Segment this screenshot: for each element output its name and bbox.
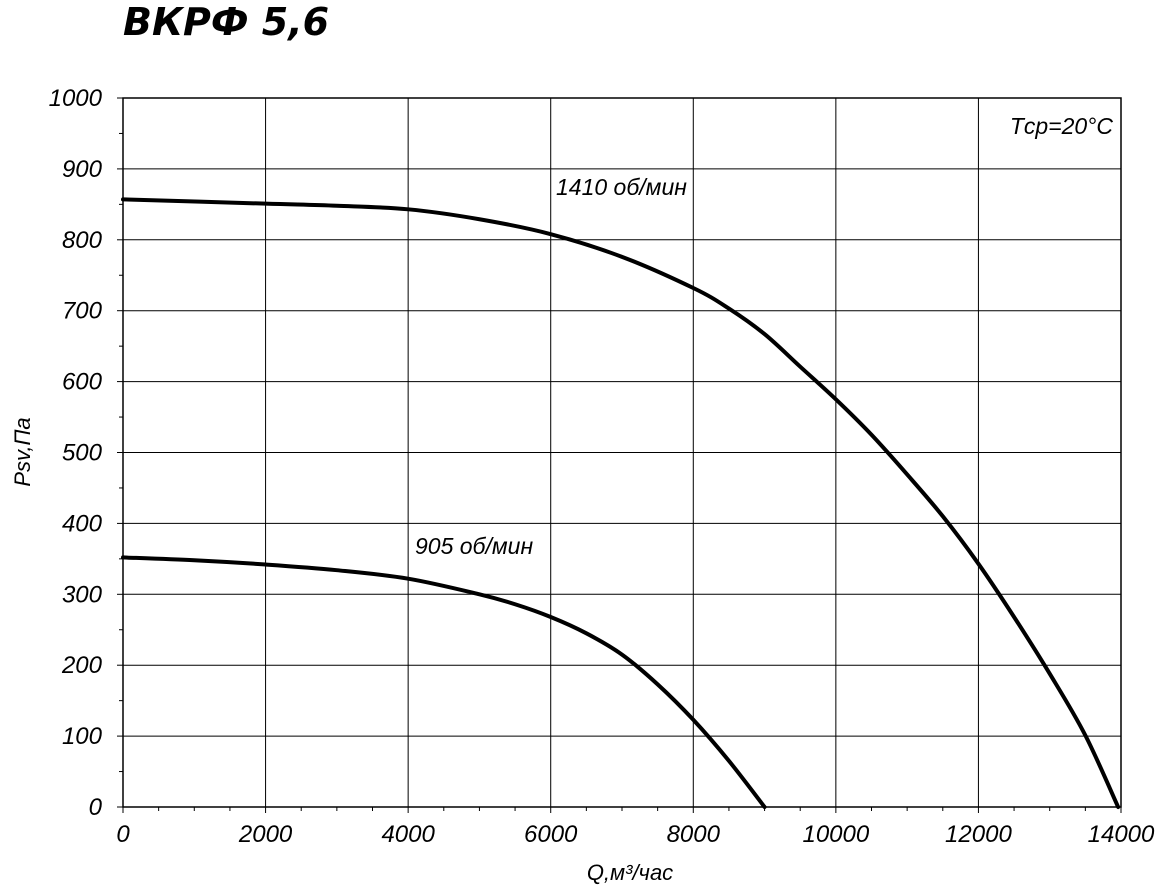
y-axis-label: Psv,Па (10, 417, 35, 486)
x-tick-label: 8000 (667, 821, 721, 848)
y-tick-label: 600 (62, 369, 103, 396)
series-line-905 (121, 555, 767, 809)
series-label-905: 905 об/мин (415, 533, 533, 559)
y-tick-label: 800 (62, 227, 103, 254)
x-tick-label: 10000 (802, 821, 869, 848)
x-tick-labels: 0 2000 4000 6000 8000 10000 12000 14000 (116, 821, 1155, 848)
y-tick-label: 400 (62, 510, 103, 537)
x-tick-label: 0 (116, 821, 130, 848)
x-tick-label: 12000 (945, 821, 1012, 848)
temperature-annotation: Tср=20°C (1010, 113, 1114, 139)
plot-frame (122, 97, 1122, 808)
y-tick-label: 1000 (49, 85, 103, 112)
x-tick-label: 14000 (1088, 821, 1155, 848)
y-tick-label: 900 (62, 156, 103, 183)
y-tick-labels: 0 100 200 300 400 500 600 700 800 900 1000 (49, 85, 103, 821)
x-tick-label: 6000 (524, 821, 578, 848)
y-tick-label: 100 (62, 723, 103, 750)
y-tick-label: 500 (62, 440, 103, 467)
y-tick-label: 700 (62, 298, 103, 325)
series-line-1410 (121, 197, 1121, 809)
series-group (121, 197, 1121, 809)
chart-title: ВКРФ 5,6 (123, 0, 329, 44)
y-tick-label: 300 (62, 581, 103, 608)
y-tick-label: 200 (61, 652, 103, 679)
x-axis-label: Q,м³/час (587, 860, 673, 885)
series-label-1410: 1410 об/мин (556, 174, 687, 200)
y-tick-label: 0 (89, 794, 103, 821)
x-tick-label: 4000 (381, 821, 435, 848)
x-tick-label: 2000 (238, 821, 293, 848)
